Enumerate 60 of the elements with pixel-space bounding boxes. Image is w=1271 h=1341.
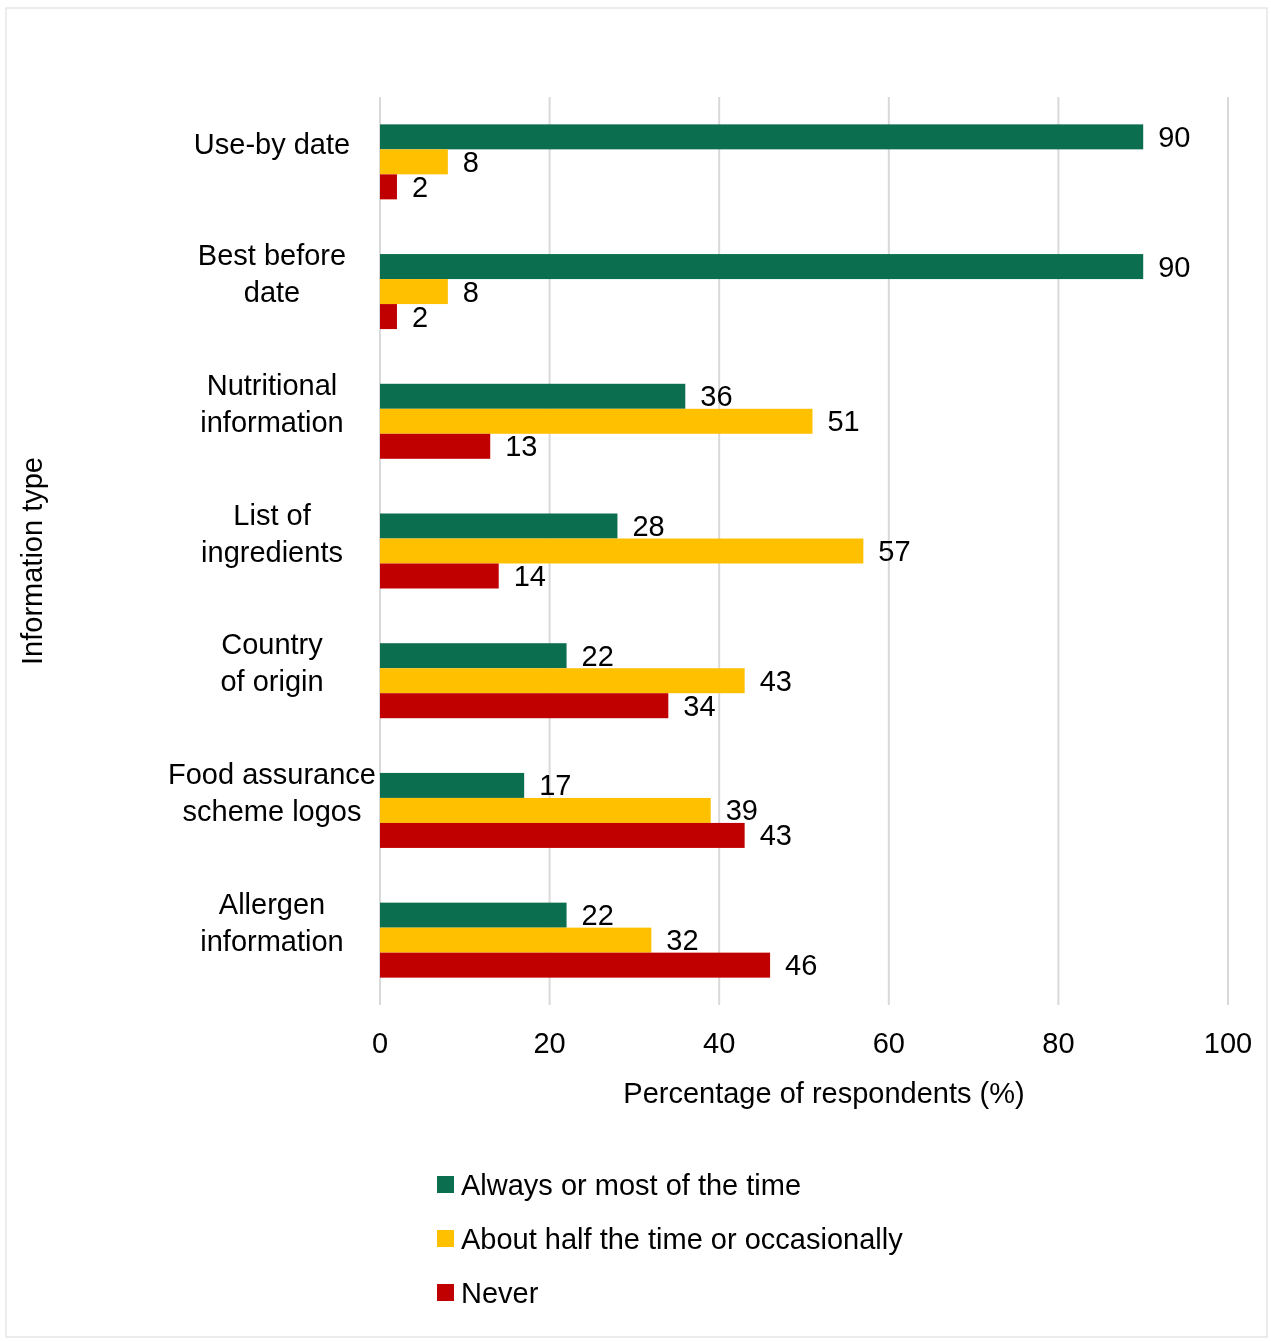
bar <box>380 254 1144 280</box>
data-label: 36 <box>700 380 733 413</box>
data-label: 57 <box>878 535 911 567</box>
data-label: 17 <box>539 769 572 802</box>
bar <box>380 927 652 953</box>
data-label: 43 <box>759 819 792 852</box>
data-label: 90 <box>1158 250 1191 283</box>
data-label: 8 <box>462 145 479 178</box>
data-label: 34 <box>683 689 716 722</box>
data-label: 32 <box>666 924 699 957</box>
data-label: 2 <box>411 170 429 203</box>
data-label: 46 <box>785 949 818 982</box>
data-label: 43 <box>759 664 792 697</box>
y-axis-title: Information type <box>16 457 48 665</box>
legend-label: Never <box>461 1277 539 1309</box>
bar <box>380 383 686 409</box>
x-axis-title: Percentage of respondents (%) <box>623 1077 1025 1109</box>
bar <box>380 822 745 848</box>
bar <box>380 563 499 589</box>
bar <box>380 513 618 539</box>
bar <box>380 408 813 434</box>
bar <box>380 668 745 694</box>
bar <box>380 304 397 330</box>
data-label: 39 <box>725 794 758 827</box>
data-label: 8 <box>462 275 479 308</box>
data-label: 2 <box>411 300 429 333</box>
bar <box>380 952 771 978</box>
x-tick-label: 60 <box>872 1027 905 1059</box>
bar <box>380 174 397 200</box>
y-tick-label: Use-by date <box>193 127 351 160</box>
legend-label: About half the time or occasionally <box>461 1223 904 1255</box>
y-tick-label: Country of origin <box>220 628 324 698</box>
data-label: 14 <box>513 560 546 592</box>
bar <box>380 538 864 564</box>
bar <box>380 772 525 798</box>
data-label: 28 <box>632 510 665 542</box>
y-tick-label: List of ingredients <box>201 498 343 568</box>
bar <box>380 902 567 928</box>
bar <box>380 693 669 719</box>
data-label: 13 <box>505 430 538 463</box>
data-label: 22 <box>581 899 614 932</box>
y-tick-label: Food assurance scheme logos <box>168 757 376 827</box>
y-tick-label: Nutritional information <box>200 368 344 438</box>
data-label: 22 <box>581 639 614 672</box>
x-tick-label: 0 <box>371 1027 389 1059</box>
bar <box>380 149 448 175</box>
y-tick-label: Best before date <box>197 239 347 309</box>
x-tick-label: 100 <box>1203 1027 1253 1059</box>
bar <box>380 797 711 823</box>
x-tick-label: 20 <box>533 1027 566 1059</box>
y-tick-label: Allergen information <box>200 887 344 957</box>
bar <box>380 643 567 669</box>
x-tick-label: 80 <box>1042 1027 1075 1059</box>
bar <box>380 279 448 305</box>
bar <box>380 124 1144 150</box>
data-label: 51 <box>827 405 860 438</box>
legend-label: Always or most of the time <box>461 1169 802 1201</box>
x-tick-label: 40 <box>703 1027 736 1059</box>
data-label: 90 <box>1158 120 1191 153</box>
bar <box>380 433 491 459</box>
